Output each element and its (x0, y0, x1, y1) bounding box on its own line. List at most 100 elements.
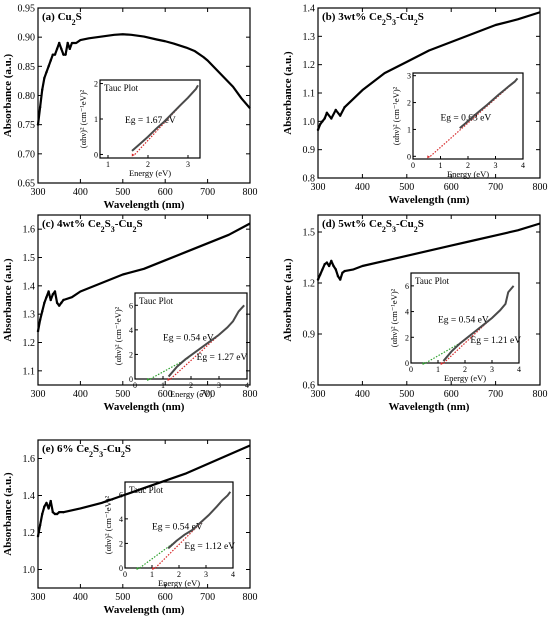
x-tick-label: 600 (158, 187, 173, 198)
y-tick-label: 1.5 (23, 253, 36, 264)
inset-title: Tauc Plot (104, 83, 139, 93)
panel-label: (c) 4wt% Ce2S3-Cu2S (42, 218, 143, 234)
inset-x-tick-label: 3 (490, 365, 494, 374)
inset-x-tick-label: 4 (245, 381, 249, 390)
subscript: 2 (121, 450, 125, 459)
absorbance-point (38, 105, 42, 109)
absorbance-point (51, 510, 55, 514)
y-axis-label: Absorbance (a.u.) (282, 51, 294, 135)
inset-x-axis-label: Energy (eV) (129, 168, 171, 178)
label-text: (b) 3wt% Ce (322, 11, 382, 23)
absorbance-series-line (316, 11, 541, 131)
y-tick-label: 0.8 (303, 174, 316, 185)
y-tick-label: 0.70 (18, 149, 36, 160)
absorbance-point (55, 301, 59, 305)
inset-title: Tauc Plot (415, 276, 450, 286)
subscript: 2 (89, 450, 93, 459)
x-tick-label: 400 (355, 182, 370, 193)
absorbance-point (45, 295, 48, 299)
absorbance-point (319, 273, 322, 276)
inset-x-tick-label: 1 (161, 381, 165, 390)
inset-x-tick-label: 0 (133, 381, 137, 390)
inset-y-tick-label: 0 (119, 564, 123, 573)
y-tick-label: 1.3 (303, 32, 316, 43)
y-tick-label: 0.9 (303, 330, 316, 341)
y-tick-label: 1.2 (303, 60, 316, 71)
x-tick-label: 800 (243, 187, 258, 198)
tauc-inset: 0 1 2 3 4 0 2 4 6 Energy (eV) (αhν)² (cm⁻¹eV)² Tauc… (113, 292, 249, 399)
plot-frame (317, 214, 541, 386)
absorbance-point (53, 290, 57, 293)
absorbance-point (341, 271, 344, 274)
absorbance-point (58, 510, 61, 514)
x-axis-label: Wavelength (nm) (104, 199, 185, 211)
label-text: S (418, 218, 424, 230)
absorbance-point (49, 499, 52, 503)
x-axis-label: Wavelength (nm) (389, 401, 470, 413)
x-tick-label: 800 (243, 389, 258, 400)
label-text: S (76, 11, 82, 23)
absorbance-point (49, 298, 52, 302)
y-tick-label: 1.1 (23, 366, 36, 377)
absorbance-point (325, 111, 329, 115)
inset-y-tick-label: 0 (407, 152, 411, 161)
x-tick-label: 300 (31, 389, 46, 400)
absorbance-point (51, 53, 55, 56)
inset-x-tick-label: 2 (466, 161, 470, 170)
panel-b: 300 400 500 600 700 8000.80.91.01.11.21.31.4W… (282, 4, 548, 207)
y-tick-label: 1.3 (23, 310, 36, 321)
tauc-fit-arrow (131, 153, 135, 157)
absorbance-point (43, 505, 46, 508)
panel-e: 300 400 500 600 700 8001.01.21.41.6Wavelength… (2, 439, 258, 616)
tauc-data-line (442, 285, 515, 362)
absorbance-point (62, 53, 65, 56)
absorbance-point (47, 507, 50, 510)
inset-x-tick-label: 4 (231, 570, 235, 579)
inset-x-axis-label: Energy (eV) (447, 169, 489, 179)
absorbance-point (36, 535, 40, 538)
absorbance-series-line (316, 222, 541, 281)
absorbance-point (58, 41, 61, 45)
absorbance-point (43, 301, 46, 305)
tauc-fit-arrow (136, 567, 140, 570)
y-tick-label: 1.0 (23, 565, 36, 576)
inset-y-tick-label: 4 (129, 326, 133, 335)
absorbance-point (330, 259, 333, 263)
subscript: 3 (392, 225, 396, 234)
absorbance-point (55, 512, 59, 516)
y-tick-label: 1.4 (23, 281, 36, 292)
plot-frame (37, 439, 251, 589)
subscript: 2 (414, 225, 418, 234)
x-tick-label: 800 (243, 592, 258, 603)
absorbance-point (323, 263, 326, 266)
subscript: 3 (392, 18, 396, 27)
inset-y-axis-label: (αhν)² (cm⁻¹eV)² (78, 89, 88, 148)
absorbance-point (41, 310, 44, 313)
plot-frame (37, 7, 251, 184)
absorbance-point (45, 70, 48, 74)
inset-y-axis-label: (αhν)² (cm⁻¹eV)² (103, 495, 113, 554)
y-tick-label: 1.1 (303, 89, 316, 100)
absorbance-point (62, 298, 65, 302)
y-tick-label: 1.4 (23, 491, 36, 502)
y-tick-label: 0.9 (303, 145, 316, 156)
label-text: S (386, 11, 392, 23)
inset-x-tick-label: 1 (150, 570, 154, 579)
y-tick-label: 0.65 (18, 179, 36, 190)
inset-x-tick-label: 3 (204, 570, 208, 579)
x-tick-label: 700 (200, 187, 215, 198)
inset-x-tick-label: 0 (411, 161, 415, 170)
absorbance-point (68, 47, 72, 51)
tauc-inset: 0 1 2 3 4 0 2 4 6 Energy (eV) (αhν)² (cm⁻¹eV)² Tauc… (389, 272, 521, 383)
plot-frame (317, 7, 541, 179)
absorbance-point (334, 108, 337, 112)
inset-title: Tauc Plot (139, 296, 174, 306)
inset-y-tick-label: 2 (405, 333, 409, 342)
y-axis-label: Absorbance (a.u.) (2, 258, 14, 342)
tauc-data-line (459, 77, 519, 129)
inset-x-tick-label: 1 (106, 160, 110, 169)
inset-y-tick-label: 6 (129, 301, 133, 310)
